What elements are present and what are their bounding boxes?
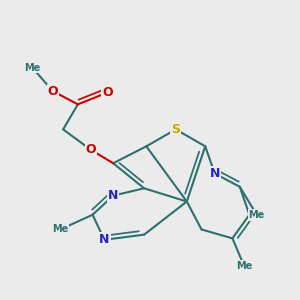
Text: Me: Me (52, 224, 68, 235)
Text: N: N (108, 189, 119, 202)
Text: O: O (47, 85, 58, 98)
Text: O: O (86, 143, 96, 157)
Text: O: O (102, 86, 112, 99)
Text: N: N (99, 233, 110, 246)
Text: Me: Me (24, 63, 40, 73)
Text: Me: Me (236, 261, 252, 271)
Text: N: N (210, 167, 220, 180)
Text: S: S (171, 123, 180, 136)
Text: Me: Me (249, 210, 265, 220)
